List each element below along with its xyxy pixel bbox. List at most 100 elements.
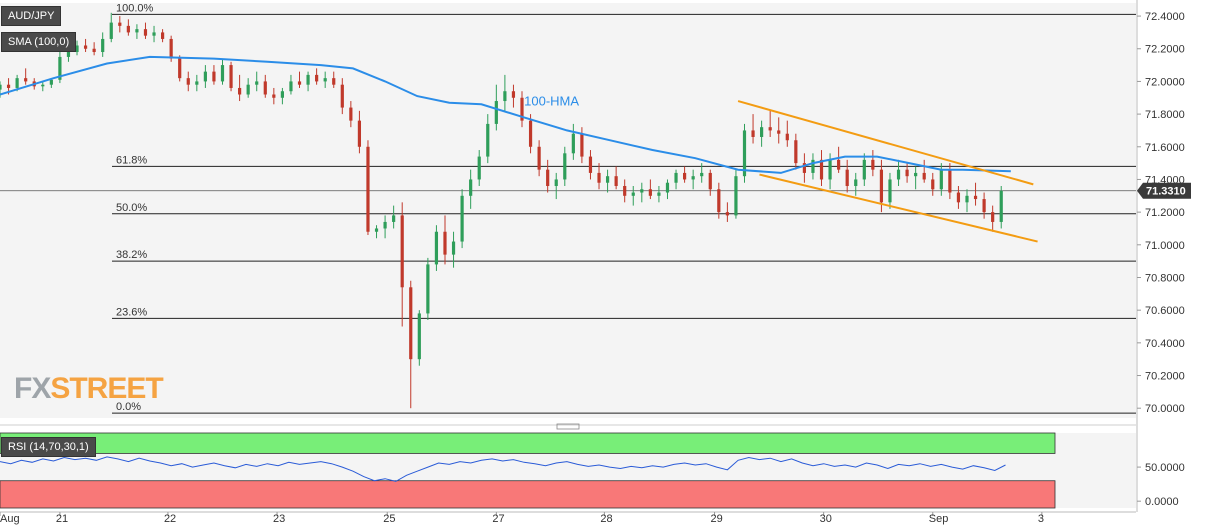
candle-body: [554, 179, 558, 186]
candle: [83, 38, 88, 53]
candle: [794, 133, 798, 170]
candle: [725, 202, 729, 222]
hma-line: [0, 55, 1011, 174]
candle-body: [246, 84, 250, 95]
candle: [965, 189, 969, 213]
candle-body: [777, 130, 781, 134]
candle-body: [434, 231, 439, 265]
candle: [537, 140, 541, 177]
time-tick-label: 23: [273, 513, 285, 525]
rsi-tick-label: 0.0000: [1145, 496, 1179, 508]
candle: [785, 120, 789, 147]
time-tick-label: Sep: [929, 513, 949, 525]
candle: [845, 159, 849, 193]
candle: [614, 166, 618, 190]
candle-body: [605, 176, 610, 183]
candle: [871, 150, 875, 177]
candle: [135, 24, 139, 39]
candle-body: [263, 81, 267, 95]
candle-body: [648, 189, 652, 196]
candle: [922, 159, 926, 183]
channel-lower-line: [759, 173, 1038, 243]
time-tick-label: 30: [820, 513, 832, 525]
candle-body: [101, 38, 105, 53]
candle: [734, 169, 738, 219]
candle-body: [862, 159, 866, 180]
candle: [332, 71, 336, 88]
candle-body: [272, 94, 276, 98]
price-tick-label: 71.0000: [1145, 240, 1185, 252]
candle-body: [956, 192, 961, 203]
price-tick-label: 72.4000: [1145, 11, 1185, 23]
candle-body: [879, 169, 884, 203]
candle-body: [965, 195, 969, 203]
candle-body: [597, 172, 601, 183]
candle-body: [332, 78, 336, 85]
candle: [306, 71, 310, 92]
candle: [118, 16, 122, 33]
candle: [546, 159, 550, 193]
candle: [674, 169, 678, 190]
candle: [357, 110, 362, 154]
rsi-oversold-zone: [0, 480, 1056, 509]
price-tick-label: 71.2000: [1145, 207, 1185, 219]
candle: [486, 114, 490, 164]
candle: [802, 153, 806, 183]
time-tick-label: 3: [1038, 513, 1044, 525]
candle-body: [580, 133, 584, 157]
candle-body: [511, 91, 516, 98]
candle: [417, 310, 421, 366]
price-tick-label: 71.8000: [1145, 109, 1185, 121]
price-tag-box: [1137, 182, 1191, 199]
price-tick-label: 70.6000: [1145, 305, 1185, 317]
candle-body: [905, 169, 909, 177]
candle-body: [186, 78, 190, 85]
candle-body: [486, 123, 490, 157]
candle: [520, 91, 524, 128]
candle: [186, 71, 190, 92]
time-tick-label: 29: [711, 513, 723, 525]
candle: [768, 110, 772, 137]
candle-body: [837, 159, 841, 170]
candle: [982, 192, 986, 219]
candle-body: [854, 179, 858, 186]
candle: [819, 150, 824, 186]
candle-body: [734, 176, 738, 216]
candle: [460, 189, 464, 249]
main-plot-background: [0, 3, 1136, 418]
logo-fx: FX: [14, 372, 51, 405]
candle: [383, 215, 387, 239]
candle: [956, 185, 961, 209]
rsi-tick-label: 50.0000: [1145, 462, 1185, 474]
candle: [991, 205, 995, 232]
candle-body: [931, 179, 935, 190]
candle: [92, 42, 96, 56]
candle-body: [811, 159, 815, 173]
candle-body: [657, 192, 661, 196]
candle-body: [888, 179, 892, 203]
candle: [409, 280, 413, 409]
candle-body: [999, 190, 1003, 222]
candle: [554, 172, 558, 200]
candle: [195, 74, 199, 92]
candle: [443, 215, 447, 265]
candle: [862, 153, 866, 186]
candle: [340, 78, 344, 115]
candle-body: [802, 163, 806, 173]
candle-body: [571, 133, 575, 154]
price-tick-label: 70.4000: [1145, 338, 1185, 350]
candle: [109, 12, 113, 43]
candle-body: [520, 97, 524, 121]
candle: [888, 172, 892, 209]
candle-body: [92, 48, 96, 53]
candle-body: [126, 25, 130, 33]
candle-body: [477, 156, 481, 180]
candle-body: [315, 74, 319, 82]
candle-body: [118, 22, 122, 26]
candle-body: [24, 78, 28, 82]
candle-body: [631, 192, 635, 196]
candle-body: [135, 29, 139, 33]
candle-body: [665, 182, 670, 193]
candle: [914, 166, 918, 190]
candle-body: [195, 81, 199, 85]
